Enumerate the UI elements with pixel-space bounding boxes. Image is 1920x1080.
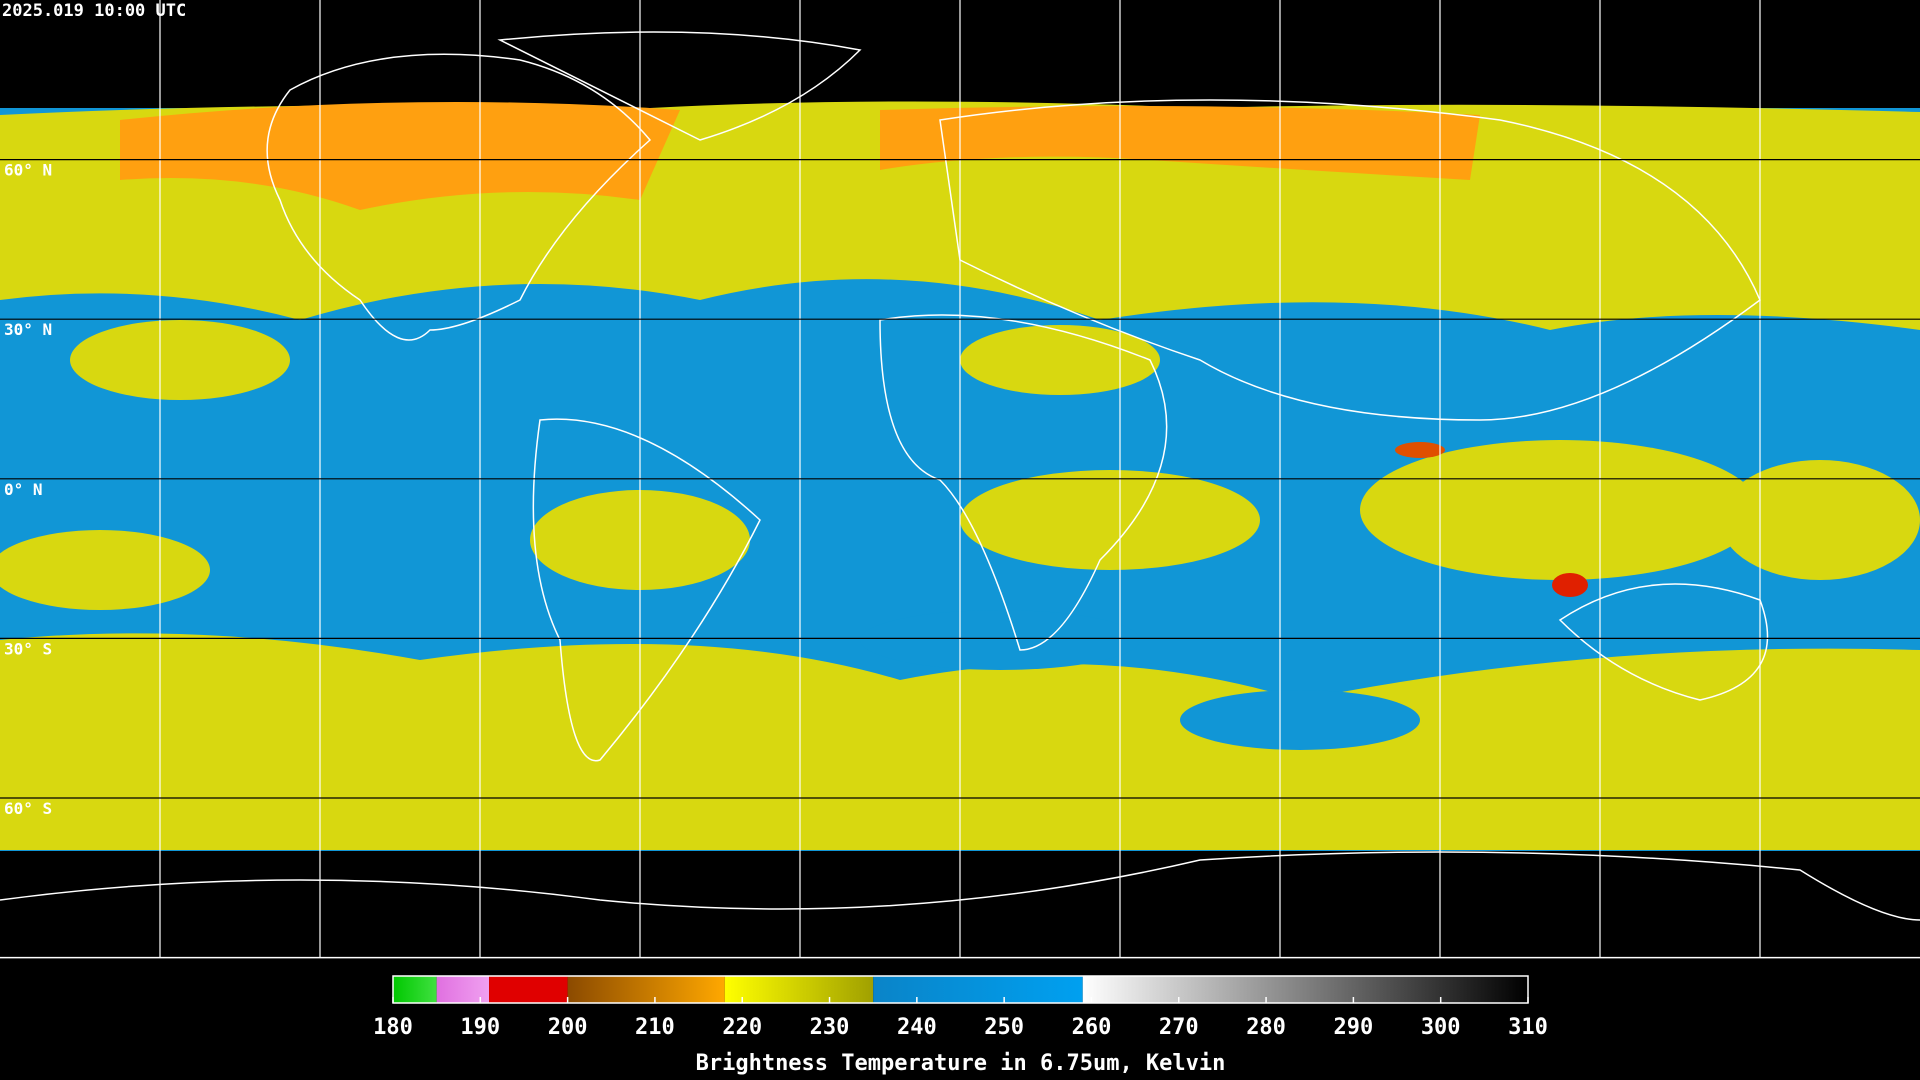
colorbar-segment — [873, 976, 1083, 1003]
coastline — [879, 314, 1168, 651]
colorbar-frame — [392, 975, 1529, 1004]
colorbar-label: Brightness Temperature in 6.75um, Kelvin — [696, 1051, 1226, 1076]
graticule — [0, 0, 1920, 959]
colorbar-segment — [489, 976, 568, 1003]
colorbar-tick-label: 310 — [1508, 1015, 1548, 1040]
storm-core — [1552, 573, 1588, 597]
cold-cap — [120, 102, 680, 210]
latitude-label: 60° N — [4, 161, 52, 180]
moist-patch — [960, 325, 1160, 395]
coastline — [532, 418, 761, 762]
dry-slot — [1180, 690, 1420, 750]
timestamp: 2025.019 10:00 UTC — [2, 1, 186, 21]
moist-patch — [70, 320, 290, 400]
coastline — [1558, 583, 1769, 701]
coastline — [939, 99, 1761, 421]
colorbar-tick-label: 200 — [548, 1015, 588, 1040]
storm-core — [1395, 442, 1445, 458]
latitude-label: 30° N — [4, 320, 52, 339]
moist-patch — [960, 470, 1260, 570]
colorbar-segment — [1082, 976, 1528, 1003]
moist-patch — [0, 530, 210, 610]
colorbar-tick-label: 270 — [1159, 1015, 1199, 1040]
colorbar-segment — [436, 976, 490, 1003]
coastline — [0, 851, 1920, 921]
colorbar-tick-label: 230 — [810, 1015, 850, 1040]
colorbar-tick-label: 300 — [1421, 1015, 1461, 1040]
coastline — [497, 31, 862, 141]
latitude-label: 60° S — [4, 799, 52, 818]
cold-cap — [880, 106, 1480, 180]
colorbar-tick-label: 290 — [1334, 1015, 1374, 1040]
colorbar-segment — [724, 976, 874, 1003]
colorbar-tick-label: 190 — [460, 1015, 500, 1040]
moist-patch — [1360, 440, 1760, 580]
coastline — [266, 53, 652, 341]
colorbar-segment — [567, 976, 725, 1003]
colorbar-tick-label: 280 — [1246, 1015, 1286, 1040]
colorbar-segment — [393, 976, 437, 1003]
latitude-label: 30° S — [4, 639, 52, 658]
colorbar-tick-label: 240 — [897, 1015, 937, 1040]
dry-slot — [860, 610, 1140, 670]
labels: 2025.019 10:00 UTC 60° N 30° N 0° N 30° S 60… — [2, 1, 186, 818]
colorbar-tick-label: 210 — [635, 1015, 675, 1040]
moist-patch — [1720, 460, 1920, 580]
colorbar-tick-label: 260 — [1072, 1015, 1112, 1040]
colorbar-tick-label: 180 — [373, 1015, 413, 1040]
colorbar: 180 190 200 210 220 230 240 250 260 270 280 290 300 3… — [373, 975, 1548, 1076]
colorbar-tick-label: 220 — [722, 1015, 762, 1040]
coastlines — [0, 31, 1920, 921]
latitude-label: 0° N — [4, 480, 43, 499]
colorbar-tick-label: 250 — [984, 1015, 1024, 1040]
